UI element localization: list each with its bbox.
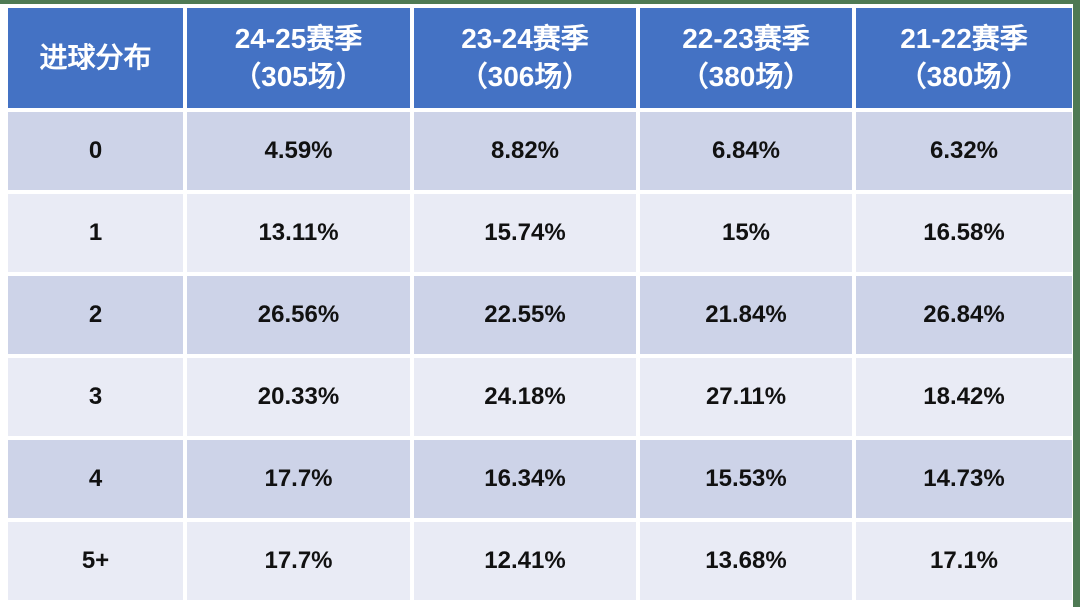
value-cell: 13.11% (187, 194, 410, 272)
season-header-cell-21-22: 21-22赛季 （380场） (856, 8, 1072, 108)
page-right-border (1073, 0, 1080, 607)
value-cell: 6.32% (856, 112, 1072, 190)
value-cell: 24.18% (414, 358, 636, 436)
season-header-cell-23-24: 23-24赛季 （306场） (414, 8, 636, 108)
value-cell: 15.53% (640, 440, 852, 518)
season-header-cell-22-23: 22-23赛季 （380场） (640, 8, 852, 108)
value-cell: 26.56% (187, 276, 410, 354)
goals-label-cell: 0 (8, 112, 183, 190)
corner-header-label: 进球分布 (39, 42, 152, 74)
value-cell: 26.84% (856, 276, 1072, 354)
season-header-cell-24-25: 24-25赛季 （305场） (187, 8, 410, 108)
goals-label-cell: 3 (8, 358, 183, 436)
season-match-count: （380场） (680, 61, 812, 92)
value-cell: 17.7% (187, 522, 410, 600)
season-match-count: （305场） (233, 61, 364, 92)
goals-label-cell: 5+ (8, 522, 183, 600)
table-row-goals-5plus: 5+ 17.7% 12.41% 13.68% 17.1% (8, 522, 1072, 600)
value-cell: 16.58% (856, 194, 1072, 272)
value-cell: 12.41% (414, 522, 636, 600)
value-cell: 4.59% (187, 112, 410, 190)
value-cell: 8.82% (414, 112, 636, 190)
season-name: 21-22赛季 (900, 23, 1028, 55)
goals-label-cell: 1 (8, 194, 183, 272)
value-cell: 13.68% (640, 522, 852, 600)
value-cell: 18.42% (856, 358, 1072, 436)
season-match-count: （380场） (898, 61, 1030, 92)
table-row-goals-1: 1 13.11% 15.74% 15% 16.58% (8, 194, 1072, 272)
value-cell: 22.55% (414, 276, 636, 354)
value-cell: 21.84% (640, 276, 852, 354)
value-cell: 17.7% (187, 440, 410, 518)
table-row-goals-3: 3 20.33% 24.18% 27.11% 18.42% (8, 358, 1072, 436)
corner-header-cell: 进球分布 (8, 8, 183, 108)
season-name: 23-24赛季 (461, 23, 589, 55)
value-cell: 15.74% (414, 194, 636, 272)
goals-label-cell: 4 (8, 440, 183, 518)
table-row-goals-0: 0 4.59% 8.82% 6.84% 6.32% (8, 112, 1072, 190)
value-cell: 6.84% (640, 112, 852, 190)
page-top-border (0, 0, 1080, 4)
goals-label-cell: 2 (8, 276, 183, 354)
goal-distribution-table: 进球分布 24-25赛季 （305场） 23-24赛季 （306场） 22-23… (4, 4, 1076, 604)
value-cell: 15% (640, 194, 852, 272)
header-row: 进球分布 24-25赛季 （305场） 23-24赛季 （306场） 22-23… (8, 8, 1072, 108)
value-cell: 14.73% (856, 440, 1072, 518)
table-row-goals-4: 4 17.7% 16.34% 15.53% 14.73% (8, 440, 1072, 518)
value-cell: 27.11% (640, 358, 852, 436)
table-row-goals-2: 2 26.56% 22.55% 21.84% 26.84% (8, 276, 1072, 354)
value-cell: 17.1% (856, 522, 1072, 600)
season-name: 24-25赛季 (234, 23, 363, 55)
season-match-count: （306场） (459, 61, 591, 92)
value-cell: 16.34% (414, 440, 636, 518)
value-cell: 20.33% (187, 358, 410, 436)
season-name: 22-23赛季 (682, 23, 810, 55)
